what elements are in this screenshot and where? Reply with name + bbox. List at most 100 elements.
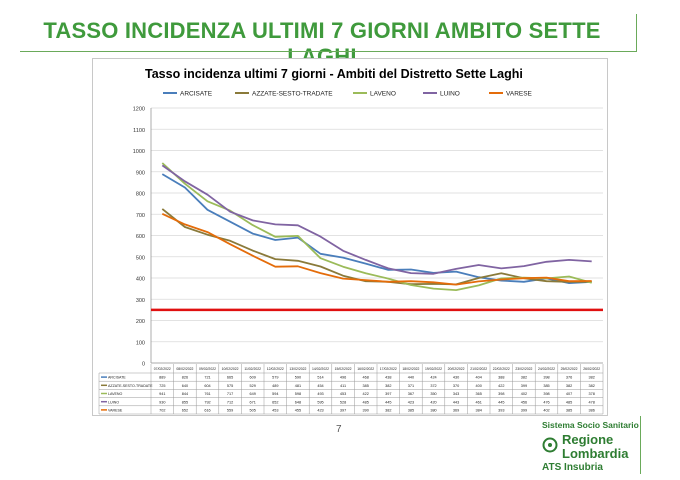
table-cell-value: 382: [566, 384, 572, 388]
table-cell-value: 385: [566, 409, 572, 413]
page-number: 7: [336, 424, 342, 435]
table-cell-value: 455: [295, 409, 301, 413]
table-cell-value: 528: [340, 400, 346, 404]
table-date-label: 11/02/2022: [244, 367, 261, 371]
table-date-label: 23/02/2022: [515, 367, 532, 371]
table-cell-value: 595: [317, 400, 323, 404]
table-cell-value: 725: [159, 384, 165, 388]
series-line: [161, 162, 592, 292]
table-cell-value: 422: [498, 384, 504, 388]
legend-label: ARCISATE: [180, 91, 213, 98]
table-row-label: LUINO: [108, 400, 119, 404]
table-cell-value: 386: [589, 409, 595, 413]
table-row-label: AZZATE-SESTO-TRADATE: [108, 384, 153, 388]
table-cell-value: 400: [476, 384, 482, 388]
legend-label: LAVENO: [370, 91, 396, 98]
table-cell-value: 721: [204, 376, 210, 380]
table-cell-value: 382: [385, 409, 391, 413]
table-row-label: VARESE: [108, 409, 123, 413]
table-cell-value: 382: [589, 376, 595, 380]
table-cell-value: 370: [453, 384, 459, 388]
table-cell-value: 478: [589, 400, 595, 404]
table-cell-value: 385: [543, 384, 549, 388]
table-cell-value: 559: [227, 409, 233, 413]
title-divider-vertical: [636, 14, 637, 52]
table-cell-value: 369: [453, 409, 459, 413]
table-date-label: 24/02/2022: [538, 367, 555, 371]
table-cell-value: 380: [430, 409, 436, 413]
table-cell-value: 385: [363, 384, 369, 388]
y-tick-label: 600: [136, 234, 145, 240]
table-cell-value: 590: [295, 376, 301, 380]
table-cell-value: 385: [408, 409, 414, 413]
table-cell-value: 598: [295, 392, 301, 396]
table-cell-value: 443: [453, 400, 459, 404]
table-cell-value: 350: [430, 392, 436, 396]
table-cell-value: 367: [408, 392, 414, 396]
table-cell-value: 393: [498, 409, 504, 413]
table-cell-value: 424: [430, 376, 436, 380]
table-cell-value: 844: [182, 392, 188, 396]
table-cell-value: 604: [204, 384, 210, 388]
table-row-label: ARCISATE: [108, 376, 126, 380]
table-cell-value: 594: [272, 392, 278, 396]
y-tick-label: 1100: [133, 128, 145, 134]
legend-label: AZZATE-SESTO-TRADATE: [252, 91, 333, 98]
table-date-label: 15/02/2022: [335, 367, 352, 371]
table-cell-value: 855: [182, 400, 188, 404]
table-cell-value: 496: [340, 376, 346, 380]
table-cell-value: 382: [589, 384, 595, 388]
table-cell-value: 453: [340, 392, 346, 396]
table-row-label: LAVENO: [108, 392, 123, 396]
rosa-camuna-icon: [542, 437, 558, 453]
table-date-label: 26/02/2022: [583, 367, 600, 371]
legend-label: VARESE: [506, 91, 533, 98]
slide-title: TASSO INCIDENZA ULTIMI 7 GIORNI AMBITO S…: [43, 18, 601, 69]
table-cell-value: 404: [476, 376, 482, 380]
table-date-label: 08/02/2022: [176, 367, 193, 371]
table-cell-value: 489: [272, 384, 278, 388]
table-date-label: 13/02/2022: [289, 367, 306, 371]
y-tick-label: 300: [136, 298, 145, 304]
y-tick-label: 700: [136, 213, 145, 219]
table-cell-value: 761: [204, 392, 210, 396]
y-tick-label: 800: [136, 192, 145, 198]
table-cell-value: 792: [204, 400, 210, 404]
y-tick-label: 200: [136, 319, 145, 325]
table-cell-value: 481: [295, 384, 301, 388]
table-date-label: 22/02/2022: [493, 367, 510, 371]
table-date-label: 09/02/2022: [199, 367, 216, 371]
chart-container: 0 100 200 300 400 500 600 700 800 900 1000 1100 1200…: [92, 58, 608, 416]
table-cell-value: 671: [250, 400, 256, 404]
table-cell-value: 665: [227, 376, 233, 380]
table-cell-value: 384: [476, 409, 482, 413]
series-line: [161, 212, 592, 286]
table-cell-value: 575: [227, 384, 233, 388]
table-date-label: 14/02/2022: [312, 367, 329, 371]
table-cell-value: 420: [430, 400, 436, 404]
table-date-label: 12/02/2022: [267, 367, 284, 371]
table-cell-value: 382: [385, 384, 391, 388]
table-cell-value: 402: [521, 392, 527, 396]
table-cell-value: 468: [363, 376, 369, 380]
table-cell-value: 485: [566, 400, 572, 404]
table-cell-value: 372: [430, 384, 436, 388]
table-date-label: 07/02/2022: [154, 367, 171, 371]
table-cell-value: 454: [317, 384, 323, 388]
table-cell-value: 476: [543, 400, 549, 404]
logo-bottom-text: ATS Insubria: [542, 462, 603, 473]
table-cell-value: 371: [408, 384, 414, 388]
table-cell-value: 941: [159, 392, 165, 396]
table-cell-value: 826: [182, 376, 188, 380]
table-date-label: 25/02/2022: [561, 367, 578, 371]
logo-top-text: Sistema Socio Sanitario: [542, 420, 639, 430]
table-cell-value: 398: [498, 392, 504, 396]
table-cell-value: 423: [408, 400, 414, 404]
table-cell-value: 390: [363, 409, 369, 413]
table-cell-value: 376: [566, 376, 572, 380]
table-cell-value: 402: [543, 409, 549, 413]
y-tick-label: 900: [136, 170, 145, 176]
table-cell-value: 453: [272, 409, 278, 413]
table-cell-value: 398: [543, 376, 549, 380]
logo-region-line2: Lombardia: [562, 446, 629, 461]
